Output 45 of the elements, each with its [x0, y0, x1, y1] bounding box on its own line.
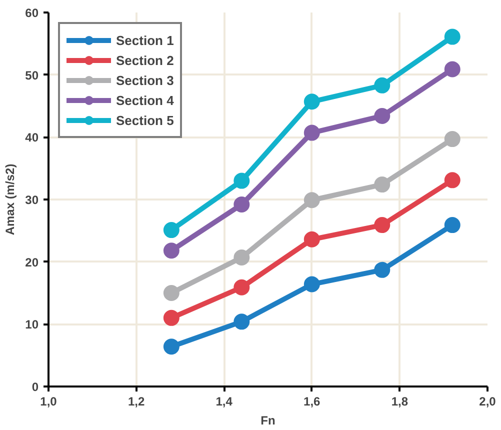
x-tick-label: 1,2 [128, 394, 145, 408]
point [163, 338, 180, 355]
point [444, 172, 460, 188]
point [374, 77, 390, 94]
y-tick-label: 50 [25, 68, 39, 82]
y-tick-label: 60 [25, 6, 39, 20]
legend-label: Section 1 [116, 32, 174, 48]
x-tick-label: 1,8 [391, 394, 408, 408]
point [444, 28, 460, 45]
y-tick-label: 10 [25, 318, 39, 332]
x-tick-label: 1,4 [216, 394, 233, 408]
x-tick-label: 1,0 [40, 394, 58, 408]
point [163, 222, 180, 238]
x-tick-label: 1,6 [304, 394, 321, 408]
y-tick-label: 0 [32, 380, 39, 394]
point [304, 124, 320, 141]
legend-label: Section 4 [116, 92, 174, 108]
x-tick-label: 2,0 [479, 394, 496, 408]
point [374, 262, 390, 278]
point [234, 172, 250, 189]
point [163, 285, 180, 301]
x-axis-title: Fn [260, 414, 276, 428]
point [234, 279, 250, 296]
point [304, 94, 320, 110]
point [374, 176, 390, 193]
point [234, 196, 250, 212]
y-tick-label: 40 [25, 130, 39, 145]
point [444, 131, 460, 148]
y-tick-label: 30 [25, 193, 39, 207]
point [234, 249, 250, 266]
point [444, 61, 460, 78]
point [163, 310, 180, 326]
y-axis-title: Amax (m/s2) [3, 164, 18, 236]
legend-label: Section 3 [116, 72, 174, 88]
y-tick-label: 20 [25, 255, 39, 270]
point [374, 217, 390, 234]
legend-label: Section 5 [116, 112, 174, 128]
point [163, 242, 180, 259]
point [444, 217, 460, 234]
point [304, 231, 320, 248]
point [234, 314, 250, 330]
legend-label: Section 2 [116, 52, 174, 68]
point [374, 108, 390, 124]
point [304, 276, 320, 292]
point [304, 192, 320, 208]
